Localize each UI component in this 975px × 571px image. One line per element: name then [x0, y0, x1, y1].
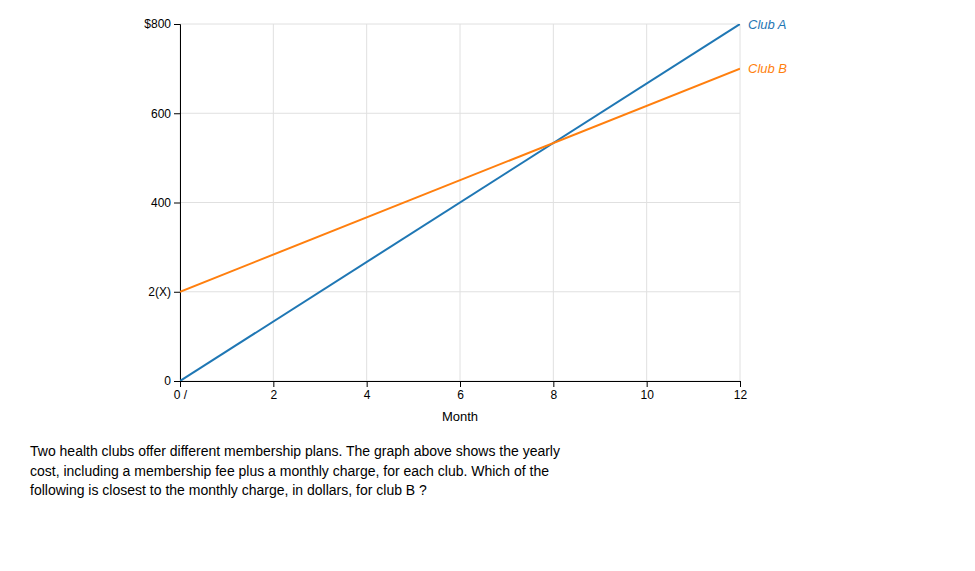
- y-axis-tick-label: 2(X): [148, 285, 171, 299]
- x-axis-tick: 2: [270, 381, 277, 402]
- grid-line-y: [180, 113, 740, 114]
- y-axis-tick-label: $800: [144, 17, 171, 31]
- y-axis-tick-mark: [174, 292, 180, 293]
- x-axis: 0 / 2 4 6 8 10 12: [174, 381, 748, 402]
- series-label: Club B: [748, 61, 787, 76]
- grid: [180, 24, 740, 381]
- y-axis-tick-label: 400: [151, 196, 171, 210]
- y-axis: 0 2(X) 400 600 $800: [144, 17, 180, 388]
- x-axis-tick-mark: [273, 381, 274, 387]
- chart-svg: 0 /2468101202(X)400600$800MonthClub AClu…: [0, 0, 975, 571]
- x-axis-line: [181, 382, 741, 388]
- x-axis-tick-label: 12: [734, 388, 748, 402]
- annotation: Two health clubs offer different members…: [30, 443, 560, 498]
- y-axis-tick-mark: [174, 24, 180, 25]
- x-axis-tick: 0 /: [174, 381, 188, 402]
- y-axis-tick: $800: [144, 17, 180, 31]
- y-axis-tick-mark: [174, 113, 180, 114]
- x-axis-title: Month: [442, 409, 478, 424]
- grid-line-y: [180, 24, 740, 25]
- x-axis-tick: 6: [457, 381, 464, 402]
- grid-line-y: [180, 291, 740, 292]
- x-axis-tick-mark: [647, 381, 648, 387]
- x-axis-tick-label: 8: [550, 388, 557, 402]
- x-axis-tick-mark: [553, 381, 554, 387]
- y-axis-tick-mark: [174, 381, 180, 382]
- chart-container: 0 /2468101202(X)400600$800MonthClub AClu…: [0, 0, 975, 571]
- x-axis-tick-mark: [740, 381, 741, 387]
- series-line: [180, 24, 740, 381]
- x-axis-tick: 8: [550, 381, 557, 402]
- x-axis-tick-label: 4: [364, 388, 371, 402]
- series-label: Club A: [748, 17, 787, 32]
- x-axis-tick: 10: [640, 381, 654, 402]
- series-line: [180, 69, 740, 292]
- x-axis-tick-label: 6: [457, 388, 464, 402]
- y-axis-tick: 600: [151, 107, 180, 121]
- y-axis-line: [174, 25, 181, 382]
- y-axis-tick-label: 600: [151, 107, 171, 121]
- x-axis-tick-label: 0 /: [174, 388, 188, 402]
- y-axis-tick: 0: [164, 374, 180, 388]
- x-axis-tick-mark: [460, 381, 461, 387]
- plot-area: 0 /2468101202(X)400600$800MonthClub AClu…: [144, 17, 787, 424]
- series-labels: Club A Club B: [748, 17, 787, 77]
- x-axis-tick: 12: [734, 381, 748, 402]
- x-axis-tick-mark: [367, 381, 368, 387]
- marks: [180, 24, 740, 381]
- x-axis-tick-label: 10: [640, 388, 654, 402]
- x-axis-tick: 4: [364, 381, 371, 402]
- y-axis-tick-label: 0: [164, 374, 171, 388]
- y-axis-tick-mark: [174, 203, 180, 204]
- y-axis-tick: 2(X): [148, 285, 180, 299]
- y-axis-tick: 400: [151, 196, 180, 210]
- x-axis-tick-label: 2: [270, 388, 277, 402]
